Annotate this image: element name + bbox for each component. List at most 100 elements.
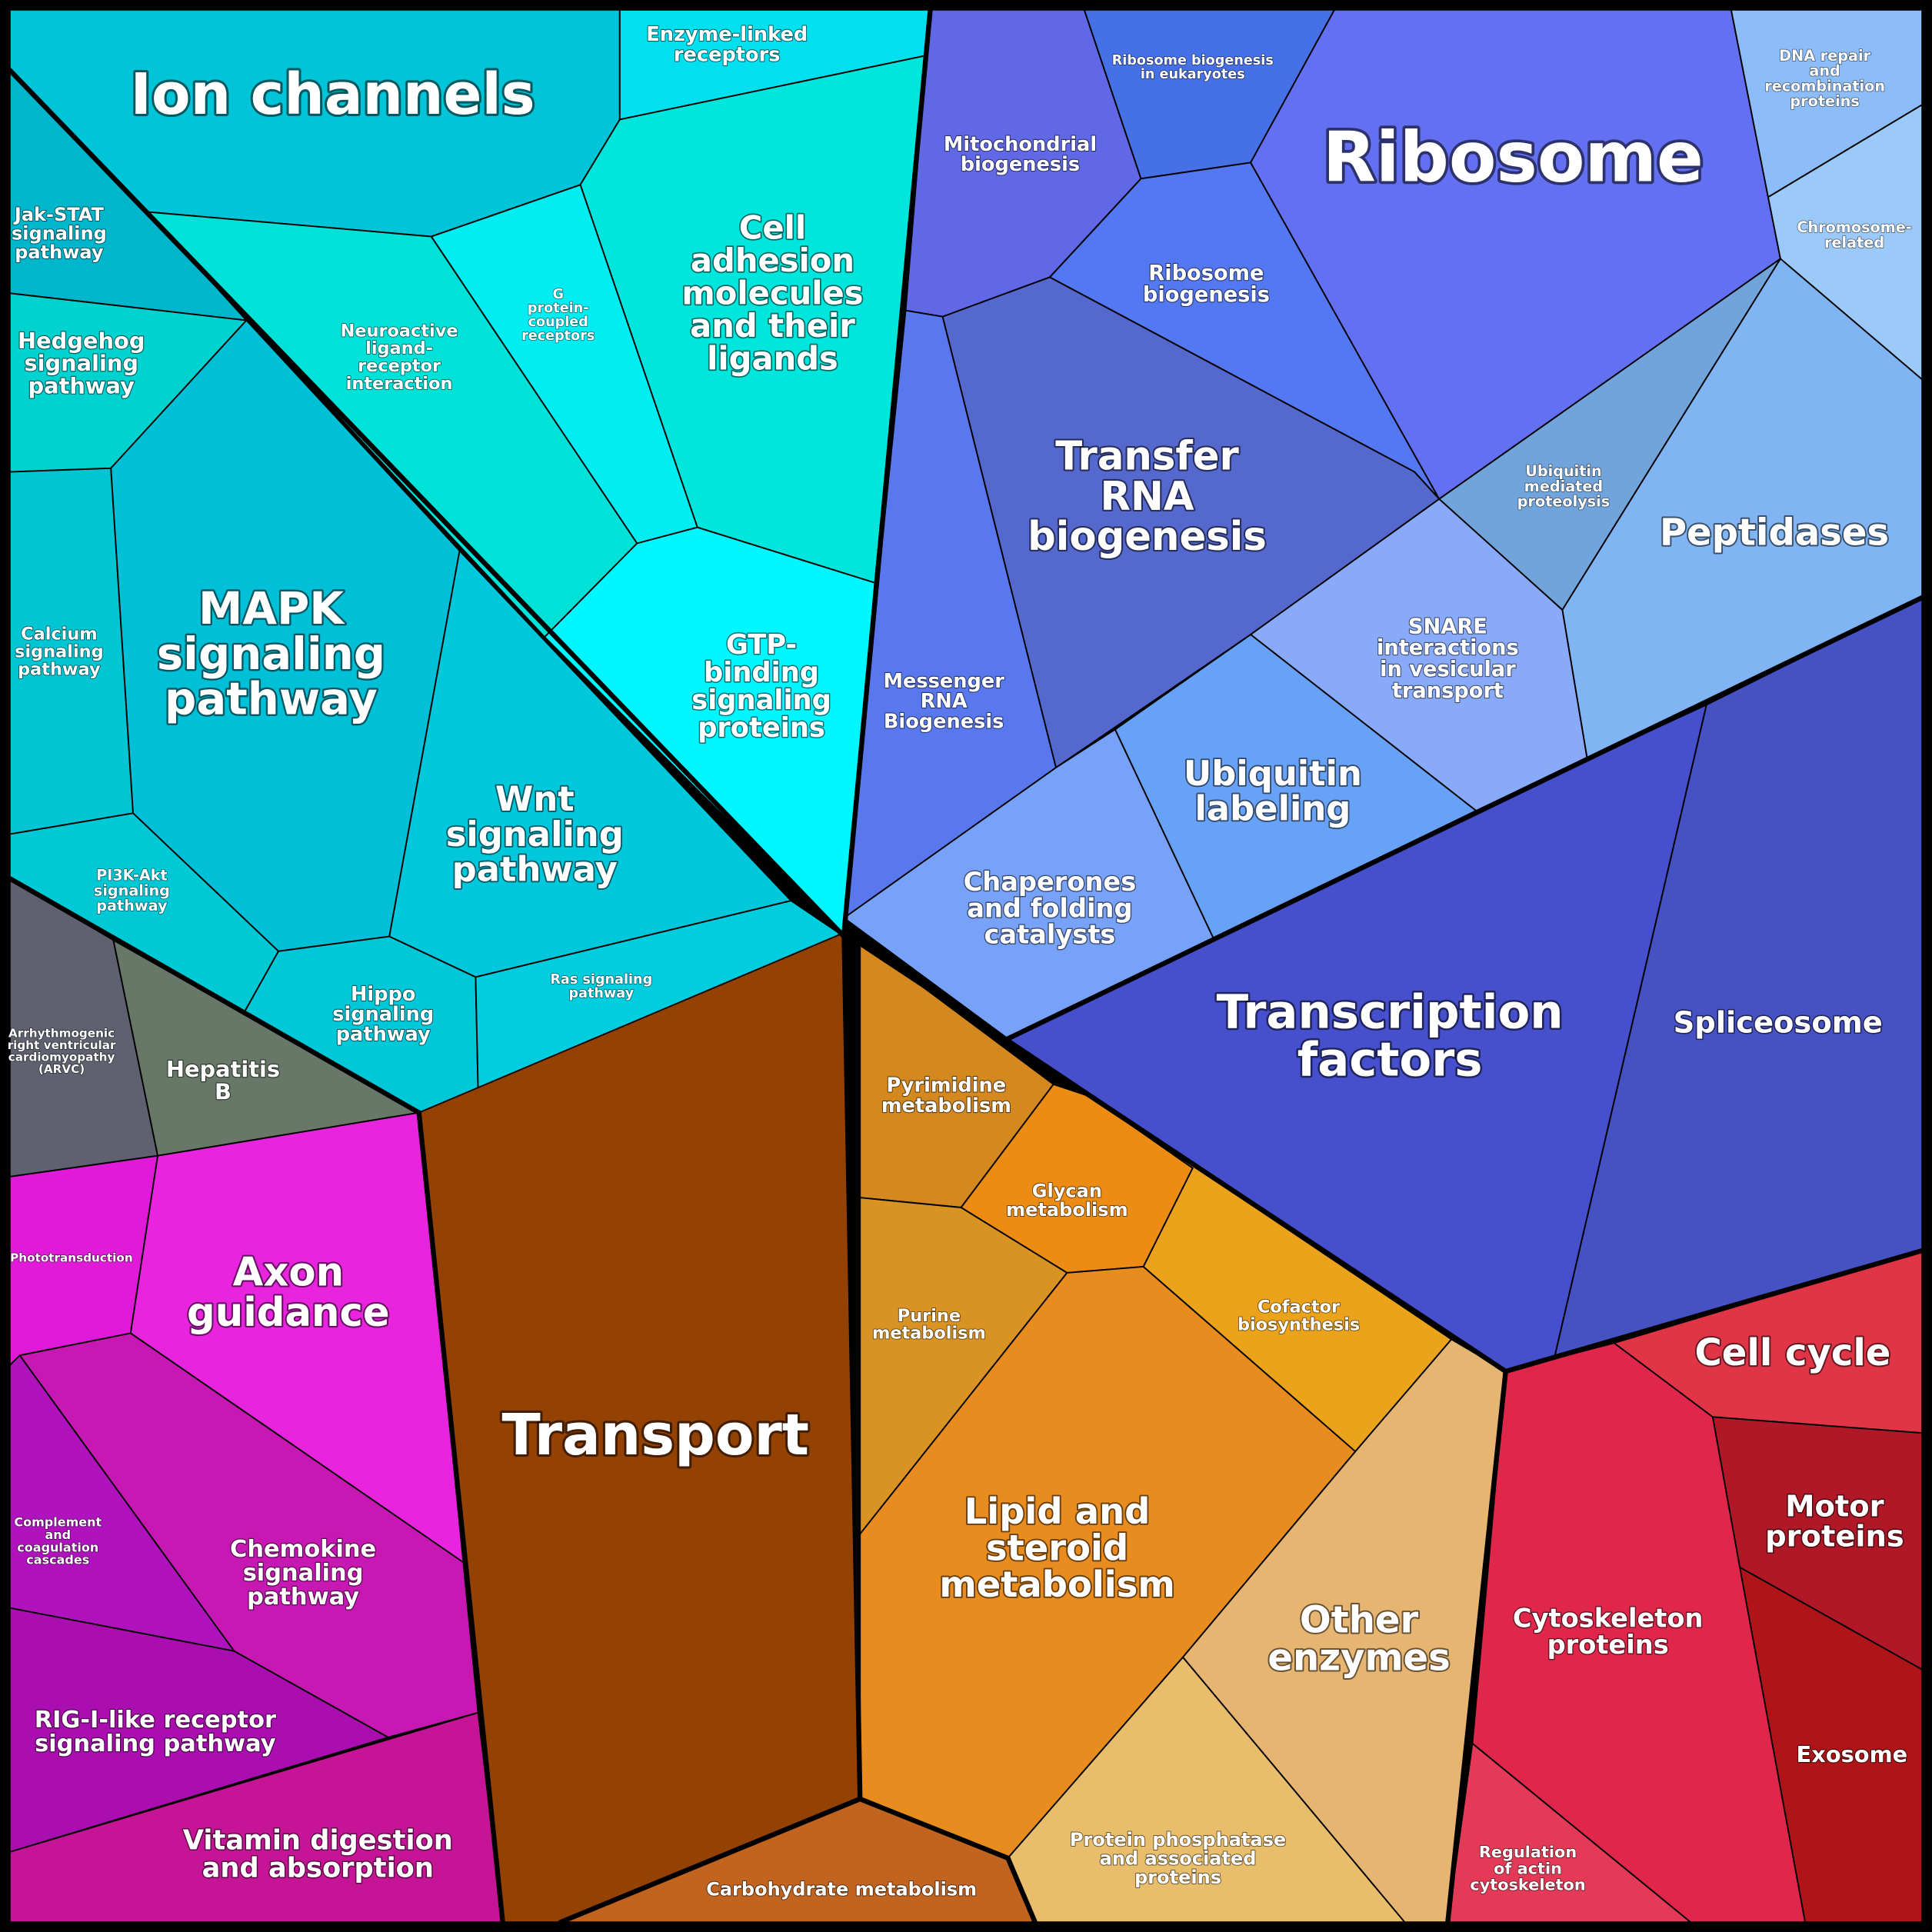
cell — [8, 1607, 389, 1853]
label-line: PI3K-Akt — [96, 866, 168, 884]
cell-label: Regulation of actin cytoskeleton — [1470, 1843, 1585, 1894]
cell-label: Chaperones and folding catalysts — [964, 866, 1137, 949]
label-line: Glycan — [1032, 1181, 1102, 1202]
cell-label: Arrhythmogenic right ventricular cardiomyo… — [8, 1026, 116, 1076]
label-line: GTP- — [726, 629, 797, 661]
label-line: pathway — [18, 659, 101, 679]
cell-label: Cofactor biosynthesis — [1237, 1297, 1360, 1334]
cell-label: Ubiquitin mediated proteolysis — [1517, 462, 1610, 510]
label-line: Chromosome- — [1797, 218, 1911, 236]
label-line: Enzyme-linked — [646, 23, 808, 46]
cell-label: Wnt signaling pathway — [446, 778, 624, 890]
label-line: and associated — [1100, 1847, 1257, 1869]
label-line: and their — [690, 307, 855, 345]
label-line: interactions — [1377, 636, 1519, 660]
label-line: biogenesis — [1028, 514, 1267, 560]
label-line: RNA — [1100, 474, 1194, 520]
label-line: Hepatitis — [166, 1056, 280, 1082]
cell-label: Motor proteins — [1765, 1489, 1904, 1554]
cell-label: Messenger RNA Biogenesis — [883, 670, 1004, 733]
label-line: pathway — [96, 896, 168, 914]
label-line: Ribosome — [1148, 261, 1264, 285]
cell-label: Hepatitis B — [166, 1056, 280, 1104]
cell-label: Purine metabolism — [872, 1305, 986, 1343]
label-line: pathway — [165, 672, 378, 724]
cell-label: Mitochondrial biogenesis — [944, 133, 1097, 176]
label-line: signaling — [446, 814, 624, 854]
label-line: in eukaryotes — [1141, 67, 1245, 82]
group-border — [841, 930, 863, 1802]
label-line: Ubiquitin — [1184, 753, 1362, 794]
cell — [1447, 1742, 1691, 1924]
cell-label: Glycan metabolism — [1006, 1181, 1128, 1221]
label-line: of actin — [1494, 1859, 1562, 1877]
label-line: and — [1809, 62, 1840, 79]
label-line: steroid — [986, 1527, 1128, 1568]
outer-border — [3, 3, 1929, 1929]
label-line: Biogenesis — [884, 710, 1004, 733]
label-line: RIG-I-like receptor — [35, 1706, 276, 1733]
cell-label: Calcium signaling pathway — [15, 624, 103, 679]
cell-label: Spliceosome — [1674, 1005, 1883, 1040]
label-line: Chaperones — [964, 866, 1137, 896]
group-border — [841, 930, 1508, 1374]
label-line: Cytoskeleton — [1513, 1603, 1704, 1633]
cell-label: Ubiquitin labeling — [1184, 753, 1362, 829]
label-line: pathway — [247, 1583, 359, 1610]
cell-label: Transport — [502, 1403, 810, 1468]
label-line: Purine — [898, 1305, 961, 1325]
label-line: binding — [704, 657, 819, 688]
label-line: Messenger — [883, 670, 1004, 693]
label-line: enzymes — [1267, 1636, 1450, 1679]
cell-label: Cell cycle — [1695, 1331, 1891, 1374]
cell-label: Cell adhesion molecules and their ligands — [681, 209, 863, 378]
label-line: Other — [1300, 1598, 1419, 1641]
label-line: Carbohydrate metabolism — [706, 1879, 977, 1900]
label-line: related — [1824, 233, 1884, 251]
cell-label: Protein phosphatase and associated protein… — [1070, 1829, 1286, 1888]
label-line: B — [215, 1078, 232, 1104]
label-line: Protein phosphatase — [1070, 1829, 1286, 1850]
group-border — [1503, 1247, 1925, 1374]
group-border — [841, 7, 933, 935]
label-line: Ribosome — [1323, 118, 1704, 198]
cell-label: Chemokine signaling pathway — [230, 1535, 376, 1610]
label-line: proteins — [1790, 92, 1859, 109]
label-line: Phototransduction — [10, 1251, 133, 1264]
label-line: right ventricular — [8, 1038, 116, 1051]
group-border — [1445, 1368, 1508, 1925]
label-line: cardiomyopathy — [8, 1050, 115, 1064]
cell-label: SNARE interactions in vesicular transport — [1377, 615, 1519, 702]
cell-label: Neuroactive ligand-receptor interaction — [341, 321, 458, 394]
label-line: biogenesis — [961, 153, 1080, 176]
cell — [843, 728, 1214, 1040]
cell-label: Hippo signaling pathway — [332, 983, 434, 1046]
cell-label: Lipid and steroid metabolism — [939, 1490, 1174, 1604]
label-line: signaling pathway — [35, 1730, 276, 1757]
label-line: pathway — [452, 849, 618, 890]
label-line: recombination — [1764, 77, 1885, 95]
cell-label: Cytoskeleton proteins — [1513, 1603, 1704, 1659]
label-line: Vitamin digestion — [183, 1825, 453, 1857]
label-line: proteins — [1134, 1867, 1221, 1888]
label-line: signaling — [24, 350, 138, 376]
label-line: RNA — [921, 690, 968, 713]
label-line: transport — [1392, 678, 1504, 702]
label-line: and absorption — [202, 1853, 434, 1884]
label-line: Complement — [14, 1514, 102, 1529]
cell-label: Transcription factors — [1217, 984, 1564, 1087]
group-border — [1005, 1855, 1038, 1925]
label-line: pathway — [15, 242, 104, 263]
label-line: Wnt — [495, 778, 575, 819]
cell-label: Ribosome biogenesis in eukaryotes — [1112, 53, 1274, 82]
label-line: signaling — [691, 685, 831, 716]
label-line: Exosome — [1797, 1741, 1908, 1767]
group-border — [1005, 595, 1925, 1041]
cell-label: Ras signaling pathway — [550, 972, 652, 1001]
label-line: Lipid and — [964, 1490, 1151, 1531]
label-line: signaling — [94, 881, 170, 899]
label-line: adhesion — [691, 242, 854, 279]
label-line: Regulation — [1479, 1843, 1577, 1861]
label-line: DNA repair — [1779, 47, 1870, 65]
